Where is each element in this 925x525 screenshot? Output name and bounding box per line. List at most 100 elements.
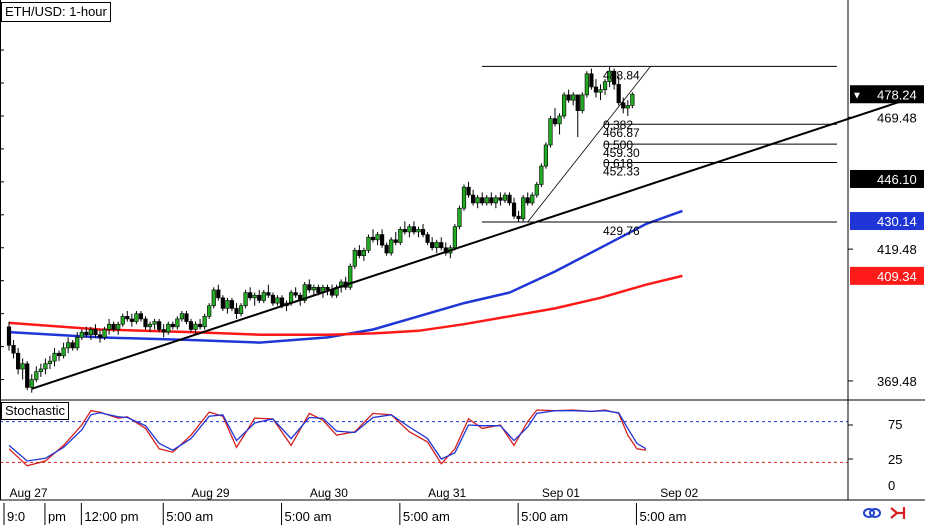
candle xyxy=(161,324,166,338)
fibonacci-retracement[interactable]: 488.84 466.870.382 459.300.500 452.330.618 4… xyxy=(482,65,837,238)
candle xyxy=(220,295,225,312)
candle-body xyxy=(75,337,80,349)
candle xyxy=(175,316,180,330)
candle-body xyxy=(402,229,407,233)
candle-body xyxy=(20,363,25,370)
candle xyxy=(452,224,458,251)
candle xyxy=(525,192,530,206)
candle-body xyxy=(207,305,212,317)
stoch-d xyxy=(8,410,647,462)
candle-body xyxy=(398,229,403,243)
candle-body xyxy=(238,305,244,314)
candle-body xyxy=(566,94,571,101)
candle-body xyxy=(375,234,380,241)
candle xyxy=(475,195,480,209)
candle xyxy=(480,192,485,206)
stoch-k xyxy=(8,409,647,467)
candle xyxy=(84,326,89,338)
candle-body xyxy=(152,321,157,325)
drawing-tools[interactable] xyxy=(31,66,902,390)
fib-anchor-line xyxy=(527,66,651,223)
candle xyxy=(88,326,93,341)
time-label: pm xyxy=(48,509,66,524)
candle xyxy=(434,239,439,254)
candle-body xyxy=(539,165,544,185)
candle-body xyxy=(452,226,458,249)
candle xyxy=(430,237,435,251)
stoch-tick-label: 75 xyxy=(888,417,902,432)
candle-body xyxy=(125,315,130,320)
candle xyxy=(593,79,599,98)
candle-body xyxy=(170,323,175,328)
candle-body xyxy=(225,300,230,309)
candle-body xyxy=(325,286,330,291)
candle xyxy=(575,94,580,138)
candle xyxy=(616,76,621,106)
candle xyxy=(184,311,189,325)
candle-body xyxy=(307,284,312,291)
candle-body xyxy=(470,194,476,204)
candle-body xyxy=(243,292,248,307)
candle-body xyxy=(525,197,530,204)
scroll-to-end-icon[interactable] xyxy=(888,504,908,522)
candle-body xyxy=(498,197,503,201)
candle xyxy=(166,321,171,335)
candle xyxy=(211,287,216,309)
candle-body xyxy=(543,144,548,167)
candle xyxy=(329,284,335,298)
candle-body xyxy=(202,315,207,328)
candle-body xyxy=(621,102,626,109)
candle xyxy=(557,113,562,135)
link-icon[interactable] xyxy=(862,504,882,522)
candle-body xyxy=(111,323,116,330)
time-label: 9:0 xyxy=(7,509,25,524)
candle xyxy=(307,279,312,293)
candle xyxy=(138,311,144,322)
candle-body xyxy=(129,318,134,322)
candle xyxy=(225,297,230,314)
candle-body xyxy=(229,300,235,309)
candle-body xyxy=(120,315,125,325)
candle-body xyxy=(184,313,189,322)
candle xyxy=(521,195,526,222)
candle-body xyxy=(270,294,276,304)
candle xyxy=(275,295,280,306)
candle-body xyxy=(147,323,153,328)
candle xyxy=(484,195,489,206)
candle-body xyxy=(361,250,367,256)
candle xyxy=(530,192,535,206)
candle-body xyxy=(61,347,66,357)
candle xyxy=(79,329,84,341)
candle xyxy=(125,311,130,322)
candle xyxy=(20,358,25,380)
candle-body xyxy=(507,194,512,204)
candle-body xyxy=(6,326,12,346)
candle-body xyxy=(261,292,266,301)
candle-body xyxy=(188,321,194,330)
candle xyxy=(252,292,257,306)
fib-level-label: 429.76 xyxy=(603,224,640,238)
candle-body xyxy=(589,73,594,88)
candle-body xyxy=(557,115,562,125)
fib-ratio-label: 0.382 xyxy=(603,118,633,132)
candle xyxy=(516,210,521,223)
candle-body xyxy=(434,242,439,249)
candle xyxy=(56,350,62,362)
candle-body xyxy=(93,329,98,336)
candle-body xyxy=(266,292,271,296)
candle xyxy=(498,192,503,206)
candle-body xyxy=(352,250,357,267)
candle xyxy=(248,287,253,301)
candle xyxy=(625,100,630,116)
candle-body xyxy=(198,323,203,328)
candle-body xyxy=(248,292,253,299)
candle xyxy=(584,71,589,98)
candle-body xyxy=(175,318,180,328)
fib-level-label: 488.84 xyxy=(603,68,640,82)
candle-body xyxy=(561,94,567,117)
candle-body xyxy=(466,186,471,196)
candle-body xyxy=(493,197,498,204)
candle xyxy=(589,68,594,90)
candle-body xyxy=(420,229,426,235)
